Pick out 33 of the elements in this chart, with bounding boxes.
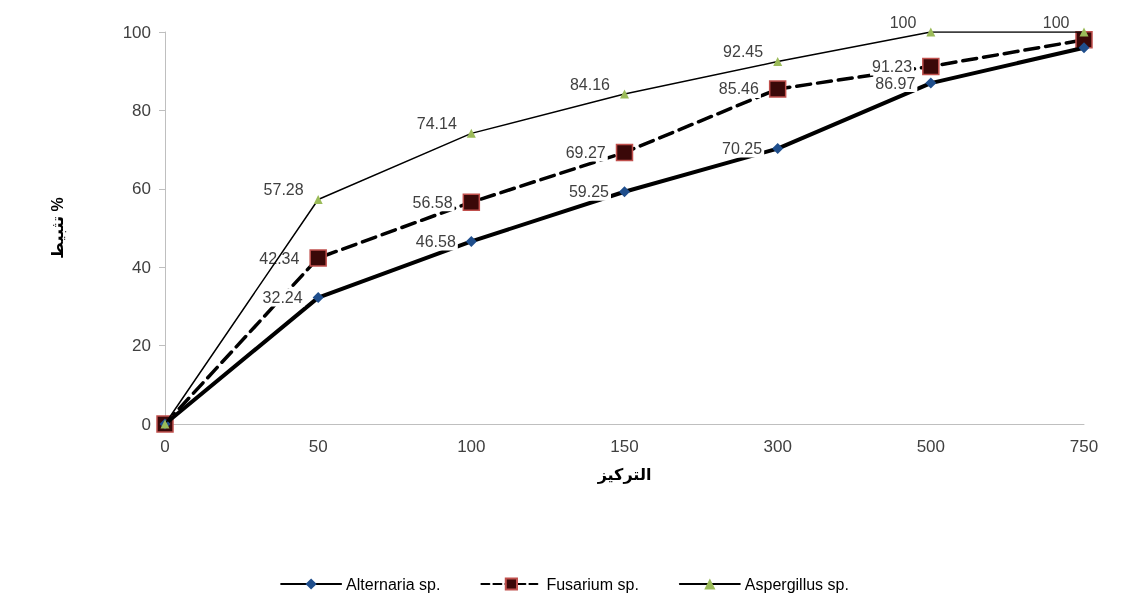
x-tick-label: 150 [610, 437, 639, 456]
x-axis-title: التركيز [596, 465, 652, 484]
data-label: 70.25 [722, 140, 763, 158]
x-tick-label: 500 [916, 437, 946, 456]
y-axis-title: تثبيط % [48, 197, 67, 259]
data-label: 59.25 [568, 183, 610, 201]
data-label: 92.45 [723, 43, 764, 61]
y-tick-label: 0 [141, 414, 151, 434]
data-label: 57.28 [263, 180, 304, 198]
x-tick-label: 0 [160, 437, 170, 456]
data-label: 85.46 [718, 80, 760, 98]
legend-label: Aspergillus sp. [744, 575, 849, 593]
x-tick-label: 750 [1069, 437, 1099, 456]
data-label: 84.16 [569, 75, 611, 93]
x-tick-label: 50 [308, 437, 328, 456]
legend-label: Alternaria sp. [346, 575, 441, 593]
data-label: 74.14 [416, 114, 457, 132]
y-tick-label: 40 [132, 257, 151, 277]
data-label: 32.24 [262, 289, 303, 307]
y-tick-label: 100 [122, 22, 151, 42]
y-tick-label: 80 [132, 100, 151, 120]
data-label: 56.58 [412, 193, 453, 211]
data-label: 100 [1042, 13, 1070, 31]
y-tick-label: 60 [132, 179, 151, 199]
legend-label: Fusarium sp. [546, 575, 639, 593]
data-label: 91.23 [872, 57, 913, 75]
data-label: 86.97 [875, 74, 916, 92]
y-tick-label: 20 [132, 336, 151, 356]
data-label: 69.27 [565, 143, 606, 161]
data-label: 46.58 [415, 232, 456, 250]
data-label: 100 [889, 13, 917, 31]
x-tick-label: 100 [457, 437, 486, 456]
x-tick-label: 300 [763, 437, 792, 456]
